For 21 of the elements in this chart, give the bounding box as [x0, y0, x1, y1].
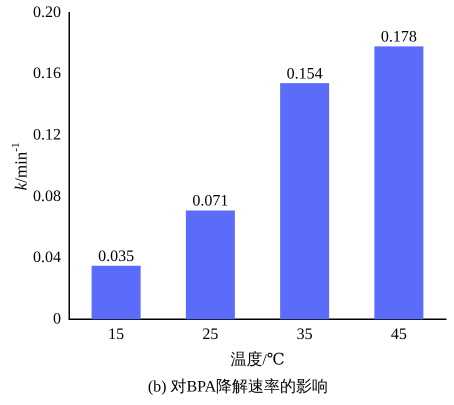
bar [374, 46, 424, 320]
y-tick-label: 0.20 [33, 4, 61, 21]
x-tick-label: 15 [108, 326, 124, 344]
text: (b) 对BPA降解速率的影响 [148, 378, 328, 396]
y-tick-label: 0.16 [33, 65, 61, 82]
x-tick-label: 45 [390, 326, 407, 344]
bar [92, 266, 141, 320]
x-tick-label: 25 [202, 326, 218, 344]
data-label: 0.035 [98, 248, 134, 265]
data-label: 0.178 [380, 28, 417, 46]
y-axis-title: k/min-1 [10, 142, 30, 190]
data-label: 0.071 [192, 192, 228, 210]
y-tick-label: 0.12 [33, 126, 61, 144]
y-tick-label: 0 [53, 310, 61, 328]
y-tick-label: 0.04 [33, 249, 61, 266]
y-tick-label: 0.08 [33, 188, 61, 205]
x-tick-label: 35 [296, 326, 313, 344]
bar [186, 210, 235, 320]
data-label: 0.154 [286, 65, 323, 82]
x-axis-title: 温度/℃ [230, 350, 285, 368]
bar [280, 83, 330, 320]
